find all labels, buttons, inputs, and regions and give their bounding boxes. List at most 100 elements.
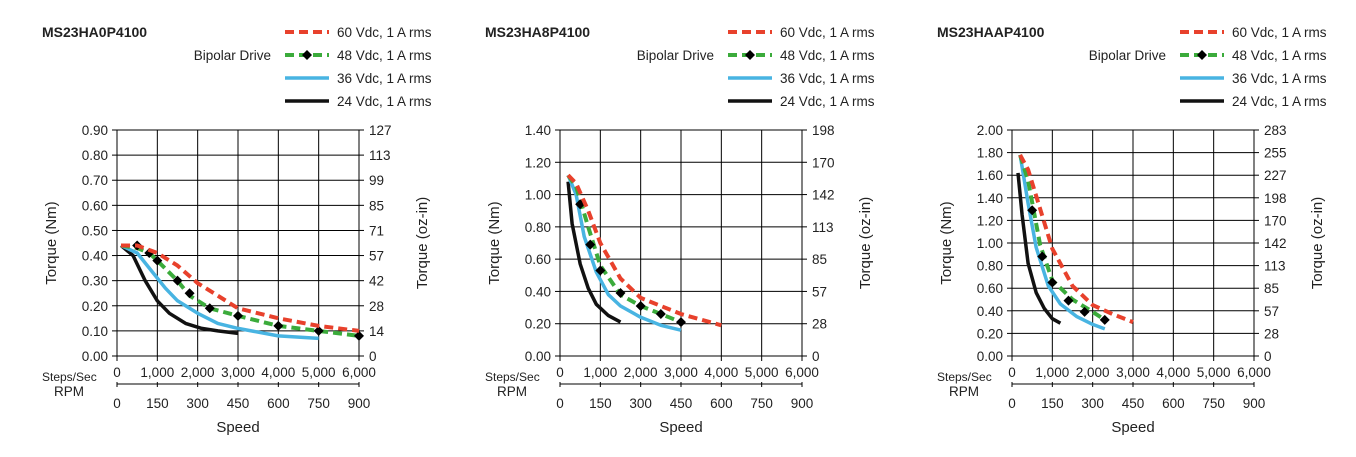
legend-label: 24 Vdc, 1 A rms (337, 94, 432, 109)
legend-item: 48 Vdc, 1 A rms (728, 48, 875, 63)
series-marker (676, 317, 686, 328)
y-tick-label: 1.60 (977, 168, 1003, 183)
x-tick-label-rpm: 450 (670, 396, 693, 411)
y2-tick-label: 255 (1264, 146, 1287, 161)
rpm-axis-label: RPM (54, 384, 84, 399)
x-tick-label-steps: 6,000 (342, 365, 376, 380)
x-tick-label-steps: 5,000 (745, 365, 779, 380)
series-marker (1047, 277, 1058, 288)
legend-item: 48 Vdc, 1 A rms (285, 48, 432, 63)
y2-tick-label: 71 (369, 223, 384, 238)
y-axis-title-right: Torque (oz-in) (414, 197, 431, 290)
x-tick-label-steps: 4,000 (261, 365, 295, 380)
y2-tick-label: 0 (812, 349, 820, 364)
y2-tick-label: 113 (369, 148, 391, 163)
y-tick-label: 0.40 (525, 284, 551, 299)
chart-title: MS23HA8P4100 (485, 24, 590, 40)
series-line-4 (1016, 172, 1062, 325)
x-tick-label-rpm: 150 (146, 396, 169, 411)
series-line-3 (120, 243, 319, 341)
y2-tick-label: 170 (1264, 213, 1287, 228)
x-tick-label-steps: 1,000 (583, 365, 617, 380)
x-tick-label-steps: 5,000 (302, 365, 336, 380)
series-line-4 (566, 181, 622, 324)
legend-label: 36 Vdc, 1 A rms (780, 71, 875, 86)
legend-item: 60 Vdc, 1 A rms (285, 25, 432, 40)
series-marker (152, 255, 163, 266)
chart-title: MS23HAAP4100 (937, 24, 1045, 40)
legend-item: 36 Vdc, 1 A rms (285, 71, 432, 86)
x-tick-label-steps: 0 (1008, 365, 1016, 380)
y-axis-title-left: Torque (Nm) (938, 201, 955, 284)
x-tick-label-rpm: 300 (1081, 396, 1104, 411)
y2-tick-label: 99 (369, 173, 384, 188)
chart-1: MS23HA0P4100 Bipolar Drive 60 Vdc, 1 A rms… (42, 24, 432, 436)
x-tick-label-rpm: 600 (267, 396, 290, 411)
y2-tick-label: 0 (1264, 349, 1272, 364)
legend-marker (302, 50, 312, 60)
y2-tick-label: 14 (369, 324, 385, 339)
series-marker (172, 275, 183, 286)
rpm-axis-label: RPM (497, 384, 527, 399)
y-tick-label: 0.40 (82, 249, 108, 264)
y-tick-label: 1.00 (525, 188, 551, 203)
y-tick-label: 0.40 (977, 304, 1003, 319)
x-tick-label-steps: 1,000 (140, 365, 174, 380)
x-tick-label-steps: 6,000 (785, 365, 819, 380)
x-axis-title: Speed (216, 419, 259, 436)
legend-label: 24 Vdc, 1 A rms (780, 94, 875, 109)
x-tick-label-steps: 5,000 (1197, 365, 1231, 380)
x-tick-label-steps: 6,000 (1237, 365, 1271, 380)
y-tick-label: 0.00 (977, 349, 1003, 364)
series-marker (233, 310, 243, 321)
legend-label: 36 Vdc, 1 A rms (337, 71, 432, 86)
x-tick-label-rpm: 600 (710, 396, 733, 411)
y-tick-label: 0.60 (977, 281, 1003, 296)
x-tick-label-rpm: 750 (1202, 396, 1225, 411)
y-tick-label: 0.00 (525, 349, 551, 364)
series-line-1 (1018, 153, 1134, 324)
legend-item: 48 Vdc, 1 A rms (1180, 48, 1327, 63)
y2-tick-label: 28 (812, 317, 827, 332)
y-tick-label: 0.60 (82, 198, 108, 213)
legend-item: 24 Vdc, 1 A rms (285, 94, 432, 109)
x-tick-label-steps: 2,000 (624, 365, 658, 380)
x-axis-title: Speed (659, 419, 702, 436)
series-line-1 (566, 173, 722, 328)
series-marker (1079, 306, 1090, 317)
chart-title: MS23HA0P4100 (42, 24, 147, 40)
series-line-1 (121, 243, 360, 333)
series-marker (615, 288, 626, 299)
rpm-axis-label: RPM (949, 384, 979, 399)
x-tick-label-steps: 2,000 (1076, 365, 1110, 380)
series-line-2 (566, 174, 682, 324)
y-tick-label: 1.00 (977, 236, 1003, 251)
series-marker (595, 265, 606, 276)
y-tick-label: 0.90 (82, 123, 108, 138)
y2-tick-label: 85 (812, 252, 827, 267)
x-tick-label-steps: 4,000 (1156, 365, 1190, 380)
x-tick-label-rpm: 300 (629, 396, 652, 411)
y2-tick-label: 113 (1264, 259, 1286, 274)
y2-tick-label: 57 (369, 249, 384, 264)
y2-tick-label: 0 (369, 349, 377, 364)
legend-marker (1197, 50, 1207, 60)
series-marker (585, 239, 596, 250)
y-tick-label: 0.80 (525, 220, 551, 235)
series-line-4 (119, 244, 239, 336)
y2-tick-label: 283 (1264, 123, 1287, 138)
series-marker (655, 309, 666, 320)
legend-label: 48 Vdc, 1 A rms (337, 48, 432, 63)
x-tick-label-steps: 3,000 (1116, 365, 1150, 380)
y-tick-label: 0.60 (525, 252, 551, 267)
x-tick-label-steps: 0 (113, 365, 121, 380)
series-marker (1099, 314, 1110, 325)
legend-label: 48 Vdc, 1 A rms (780, 48, 875, 63)
legend-label: 60 Vdc, 1 A rms (1232, 25, 1327, 40)
legend-item: 36 Vdc, 1 A rms (1180, 71, 1327, 86)
x-tick-label-rpm: 150 (1041, 396, 1064, 411)
series-marker (1037, 251, 1048, 262)
legend-item: 24 Vdc, 1 A rms (728, 94, 875, 109)
legend-label: 36 Vdc, 1 A rms (1232, 71, 1327, 86)
